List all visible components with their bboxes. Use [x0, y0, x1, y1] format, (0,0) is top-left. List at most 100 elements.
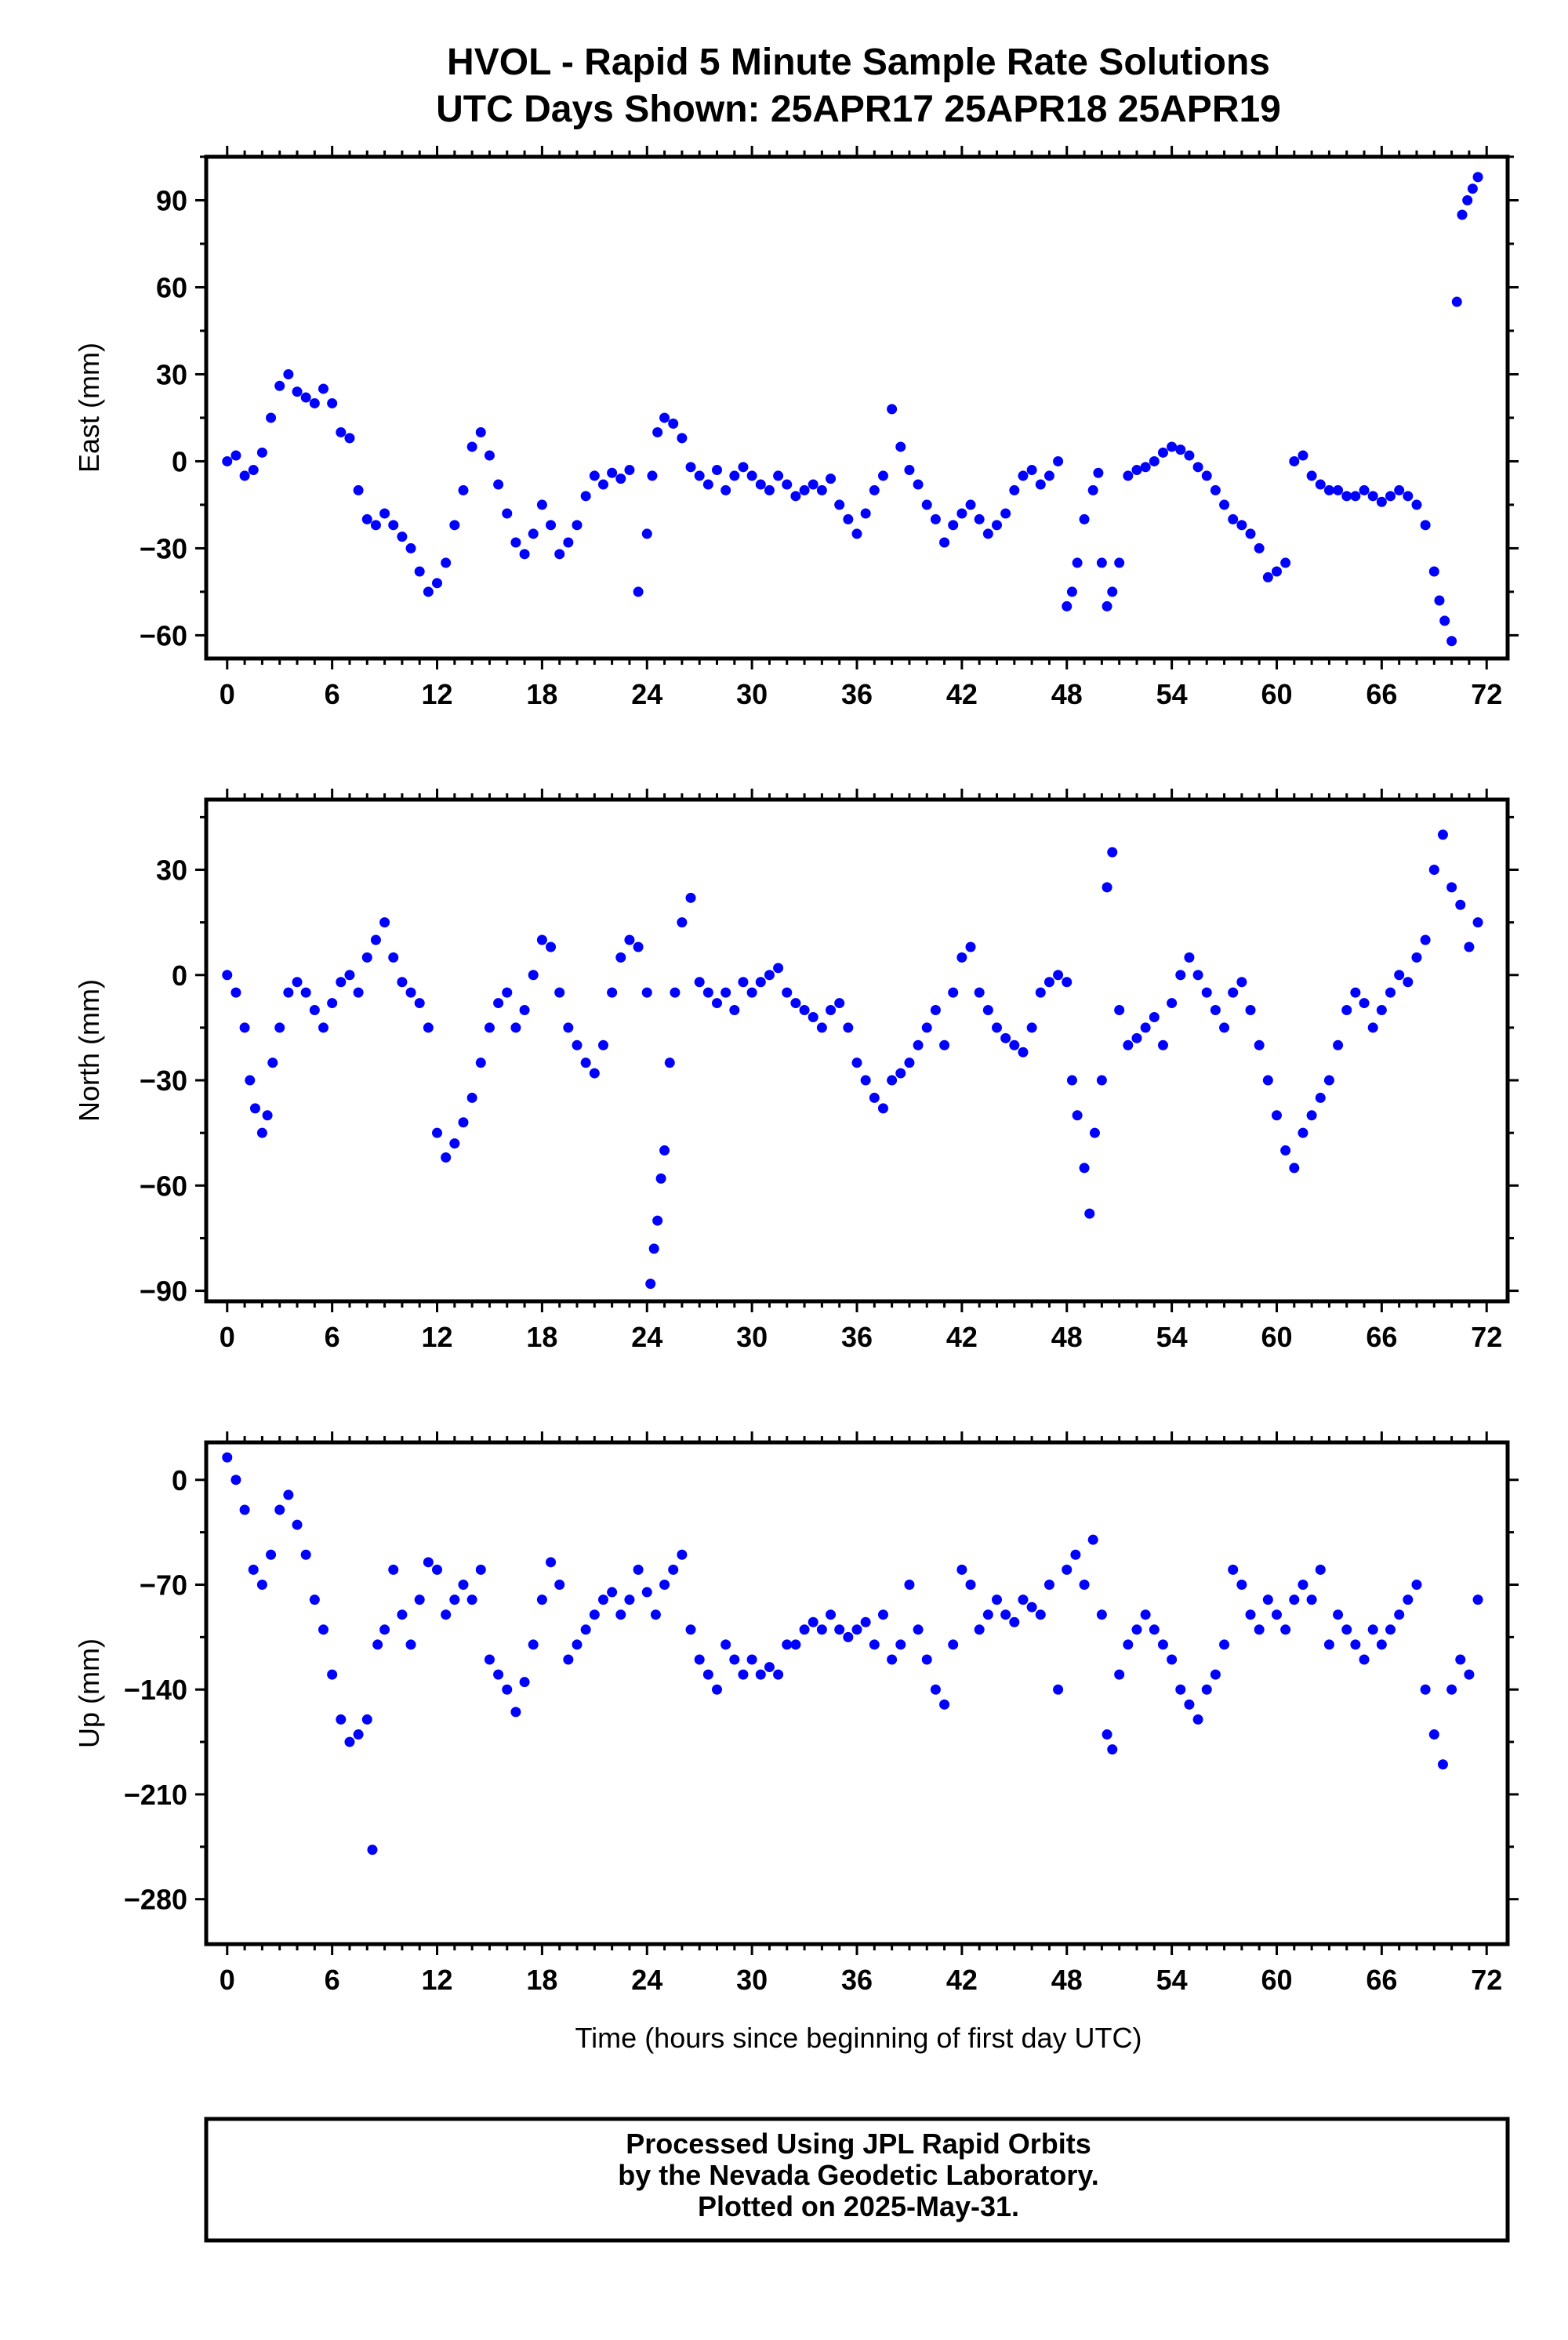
up-data-point: [790, 1639, 801, 1650]
up-data-point: [274, 1504, 285, 1515]
east-data-point: [1035, 479, 1046, 490]
east-y-tick-label: 0: [172, 445, 187, 477]
east-data-point: [720, 484, 731, 495]
north-data-point: [256, 1127, 267, 1138]
north-data-point: [502, 987, 513, 998]
east-data-point: [1131, 465, 1142, 476]
up-data-point: [1385, 1624, 1396, 1635]
up-data-point: [826, 1609, 837, 1620]
up-data-point: [1167, 1654, 1178, 1665]
up-data-point: [502, 1684, 513, 1695]
east-data-point: [1157, 447, 1168, 458]
up-data-point: [1333, 1609, 1344, 1620]
north-data-point: [1262, 1075, 1273, 1086]
north-data-point: [1385, 987, 1396, 998]
up-data-point: [974, 1624, 985, 1635]
up-data-point: [782, 1639, 793, 1650]
north-data-point: [641, 987, 652, 998]
east-data-point: [1359, 484, 1370, 495]
north-data-point: [1157, 1039, 1168, 1050]
up-x-tick-label: 72: [1471, 1964, 1502, 1996]
up-data-point: [887, 1654, 898, 1665]
east-data-point: [292, 386, 303, 397]
up-data-point: [659, 1579, 670, 1590]
up-data-point: [913, 1624, 924, 1635]
up-data-point: [1271, 1609, 1282, 1620]
north-data-point: [887, 1075, 898, 1086]
up-data-point: [1210, 1669, 1221, 1680]
east-data-point: [1323, 484, 1334, 495]
east-data-point: [1062, 600, 1073, 611]
east-data-point: [283, 368, 294, 379]
north-data-point: [694, 977, 705, 988]
north-data-point: [773, 963, 784, 974]
east-data-point: [239, 470, 250, 481]
up-data-point: [1070, 1549, 1081, 1560]
north-data-point: [816, 1022, 827, 1033]
up-data-point: [589, 1609, 600, 1620]
east-data-point: [1192, 462, 1203, 473]
east-data-point: [1451, 296, 1462, 307]
north-data-point: [1472, 917, 1483, 928]
up-data-point: [1175, 1684, 1186, 1695]
north-x-tick-label: 24: [631, 1321, 662, 1353]
up-data-point: [230, 1475, 241, 1486]
up-data-point: [1219, 1639, 1230, 1650]
up-data-point: [1411, 1579, 1422, 1590]
east-data-point: [991, 520, 1002, 531]
up-data-point: [641, 1587, 652, 1598]
up-data-point: [1035, 1609, 1046, 1620]
up-data-point: [773, 1669, 784, 1680]
north-data-point: [1210, 1005, 1221, 1016]
east-data-point: [256, 447, 267, 458]
north-x-tick-label: 6: [325, 1321, 340, 1353]
up-x-tick-label: 36: [841, 1964, 873, 1996]
north-data-point: [222, 970, 233, 981]
north-data-point: [702, 987, 713, 998]
north-data-point: [1149, 1011, 1160, 1022]
north-data-point: [1323, 1075, 1334, 1086]
north-data-point: [466, 1092, 477, 1103]
east-data-point: [502, 508, 513, 519]
east-data-point: [834, 499, 845, 510]
up-data-point: [1000, 1609, 1011, 1620]
up-data-point: [309, 1594, 320, 1605]
east-data-point: [1236, 520, 1247, 531]
north-data-point: [597, 1039, 608, 1050]
up-x-tick-label: 30: [736, 1964, 768, 1996]
north-data-point: [655, 1173, 666, 1184]
east-data-point: [948, 520, 959, 531]
up-x-tick-label: 18: [526, 1964, 557, 1996]
east-x-tick-label: 30: [736, 678, 768, 710]
north-data-point: [1131, 1032, 1142, 1043]
east-y-tick-label: −30: [140, 532, 187, 564]
east-data-point: [580, 491, 591, 502]
up-data-point: [1403, 1594, 1414, 1605]
north-data-point: [1428, 865, 1439, 876]
east-data-point: [1140, 462, 1151, 473]
east-data-point: [309, 397, 320, 408]
east-data-point: [647, 470, 658, 481]
up-data-point: [895, 1639, 906, 1650]
east-data-point: [1467, 183, 1478, 194]
east-data-point: [712, 465, 723, 476]
up-data-point: [493, 1669, 504, 1680]
north-data-point: [1018, 1047, 1029, 1058]
east-data-point: [528, 528, 539, 539]
up-data-point: [1009, 1616, 1020, 1627]
north-data-point: [441, 1152, 452, 1163]
north-plot-frame: [204, 797, 1510, 1304]
up-data-point: [965, 1579, 976, 1590]
east-data-point: [1394, 484, 1405, 495]
east-data-point: [370, 520, 381, 531]
up-data-point: [300, 1549, 311, 1560]
north-data-point: [484, 1022, 495, 1033]
north-data-point: [948, 987, 959, 998]
north-data-point: [344, 970, 355, 981]
up-data-point: [816, 1624, 827, 1635]
up-data-point: [624, 1594, 635, 1605]
north-data-point: [1411, 952, 1422, 963]
north-data-point: [1446, 882, 1457, 893]
north-data-point: [1035, 987, 1046, 998]
up-data-point: [1236, 1579, 1247, 1590]
